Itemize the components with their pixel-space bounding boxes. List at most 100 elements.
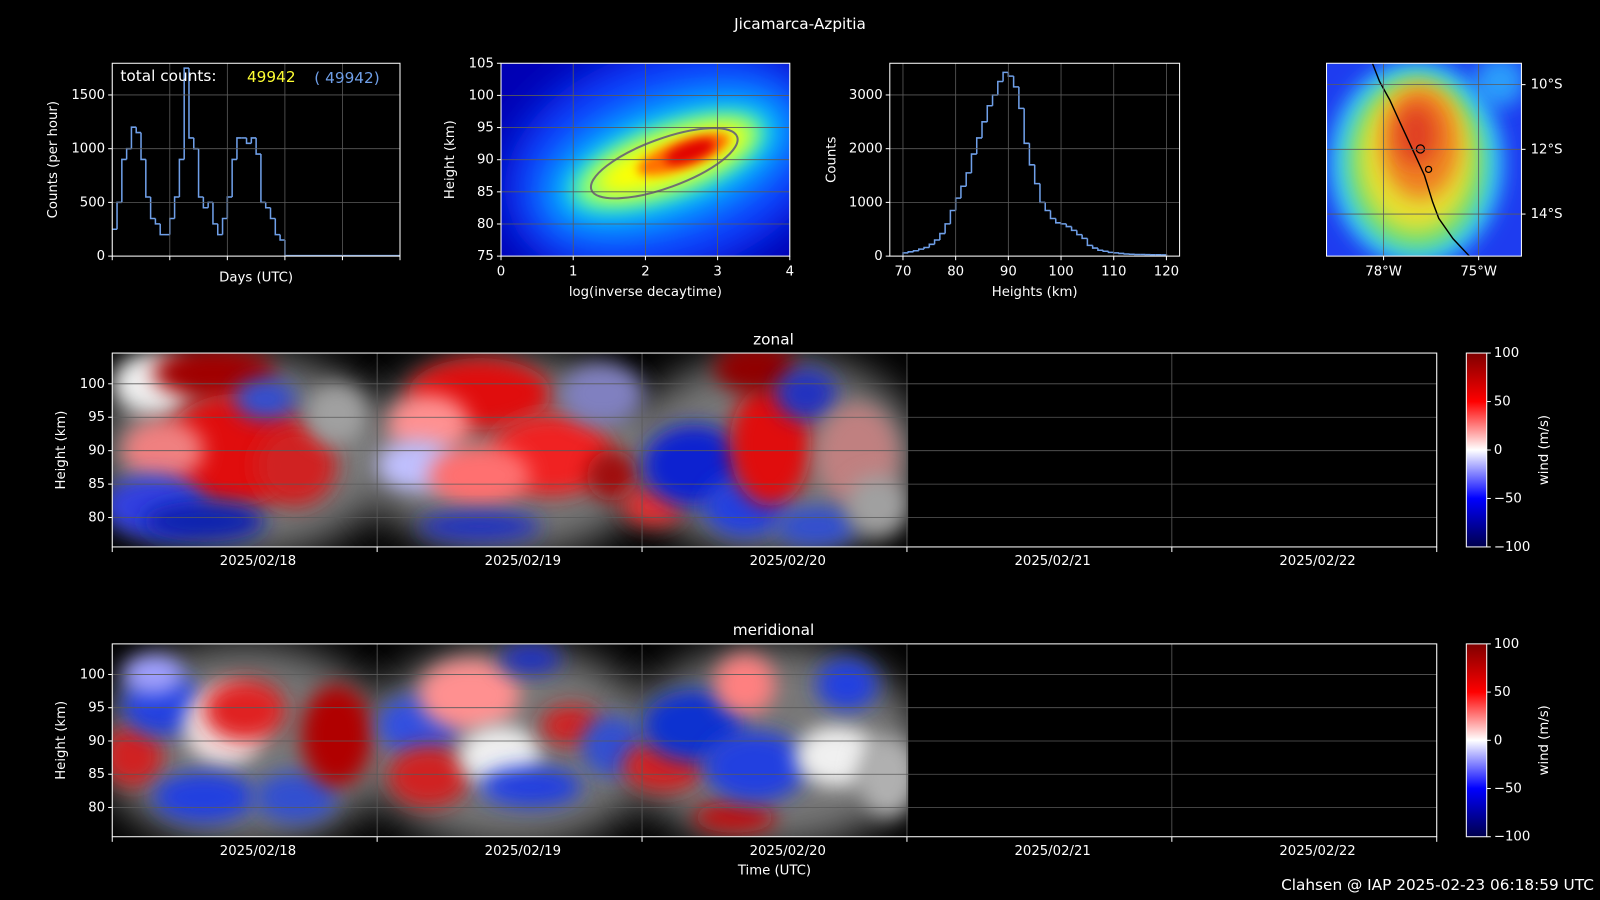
blob <box>122 419 205 481</box>
histogram-bin <box>1081 234 1088 240</box>
blob <box>775 368 837 420</box>
histogram-bin <box>1060 222 1067 225</box>
y-axis-label: Counts (per hour) <box>46 101 61 218</box>
step <box>250 137 257 144</box>
panel-map: 10°S 12°S 14°S 78°W 75°W <box>1326 62 1563 279</box>
histogram-bin <box>1028 143 1035 166</box>
blob <box>306 383 368 445</box>
y-tick-label: 85 <box>88 767 105 782</box>
histogram-bin <box>1086 238 1093 247</box>
colorbar-tick-label: −100 <box>1494 540 1530 555</box>
blob <box>142 501 266 542</box>
histogram-bin <box>918 248 925 251</box>
plot-area <box>112 643 909 837</box>
coastline <box>1371 63 1470 257</box>
plot-area <box>1326 63 1522 257</box>
station <box>1424 165 1433 174</box>
plot-area <box>902 71 1168 257</box>
histogram-bin <box>1076 230 1083 236</box>
histogram-bin <box>907 251 914 253</box>
blob <box>704 730 807 803</box>
step <box>149 197 156 220</box>
x-tick-label: 2025/02/22 <box>1279 844 1355 859</box>
x-tick-label: 2025/02/20 <box>750 554 826 569</box>
histogram-bin <box>1007 72 1014 77</box>
x-tick-label: 2025/02/19 <box>485 554 561 569</box>
blob <box>816 659 878 711</box>
step <box>125 147 132 160</box>
plot-area <box>501 63 790 257</box>
x-tick-label: 90 <box>1000 264 1017 279</box>
y-tick-label: 1000 <box>71 142 105 157</box>
colorbar-tick-label: 100 <box>1494 346 1519 361</box>
colorbar-tick-label: 0 <box>1494 443 1502 458</box>
step <box>130 126 137 149</box>
blob <box>857 735 909 818</box>
colorbar <box>1465 352 1488 548</box>
histogram-bin <box>986 104 993 122</box>
y-tick-label: 95 <box>88 701 105 716</box>
histogram-bin <box>1112 252 1119 254</box>
histogram-bin <box>981 121 988 138</box>
histogram-bin <box>1097 248 1104 251</box>
histogram-bin <box>1107 251 1114 254</box>
x-tick-label: 4 <box>786 264 794 279</box>
x-tick-label: 100 <box>1048 264 1073 279</box>
x-tick-label: 2025/02/18 <box>220 844 296 859</box>
blob <box>714 654 776 716</box>
histogram-bin <box>923 246 930 250</box>
y-tick-label: 1000 <box>849 195 883 210</box>
step <box>231 158 237 198</box>
x-tick-label: 2025/02/21 <box>1014 844 1090 859</box>
x-tick-label: 3 <box>713 264 721 279</box>
histogram-bin <box>970 153 977 173</box>
histogram-bin <box>975 137 983 155</box>
x-tick-label: 2025/02/21 <box>1014 554 1090 569</box>
step <box>159 223 165 236</box>
plot-area <box>112 353 909 547</box>
y-tick-label: 75 <box>477 249 494 264</box>
histogram-bin <box>912 249 919 252</box>
panel-line: 0 500 1000 1500 Days (UTC) Counts (per hour) t… <box>46 62 401 286</box>
y-tick-label: 100 <box>469 88 494 103</box>
y-axis-label: Counts <box>825 136 840 182</box>
histogram-bin <box>1091 245 1098 249</box>
x-axis-label: Days (UTC) <box>219 271 293 286</box>
y-tick-label: 100 <box>80 667 105 682</box>
x-tick-label: 1 <box>569 264 577 279</box>
step <box>178 158 185 198</box>
step <box>226 196 233 219</box>
y-tick-label: 100 <box>80 377 105 392</box>
x-axis-label: Time (UTC) <box>737 863 811 878</box>
step <box>274 218 281 236</box>
step <box>212 202 218 225</box>
x-tick-label: 2025/02/18 <box>220 554 296 569</box>
axes-frame <box>111 643 1438 838</box>
y-tick-label: 0 <box>874 249 882 264</box>
histogram-bin <box>991 94 998 106</box>
histogram-bin <box>960 185 967 199</box>
histogram-bin <box>944 223 951 234</box>
y-axis-label: Height (km) <box>443 120 458 199</box>
y-tick-label: 95 <box>477 121 494 136</box>
blob <box>234 378 296 420</box>
y-tick-label: 2000 <box>849 142 883 157</box>
step <box>169 217 175 235</box>
x-tick-label: 2025/02/19 <box>485 844 561 859</box>
blob <box>387 393 470 456</box>
y-tick-label: 12°S <box>1531 142 1563 157</box>
step <box>145 159 151 198</box>
y-tick-label: 10°S <box>1531 78 1563 93</box>
blob <box>255 424 337 507</box>
blob <box>428 444 531 507</box>
colorbar-tick-label: 100 <box>1494 637 1519 652</box>
step <box>260 154 266 204</box>
y-tick-label: 80 <box>88 511 105 526</box>
panel-title: zonal <box>753 330 794 348</box>
axes-frame <box>889 62 1181 257</box>
y-tick-label: 85 <box>88 477 105 492</box>
x-axis-label: Heights (km) <box>992 285 1078 300</box>
step <box>121 158 127 203</box>
histogram-bin <box>1123 253 1130 255</box>
